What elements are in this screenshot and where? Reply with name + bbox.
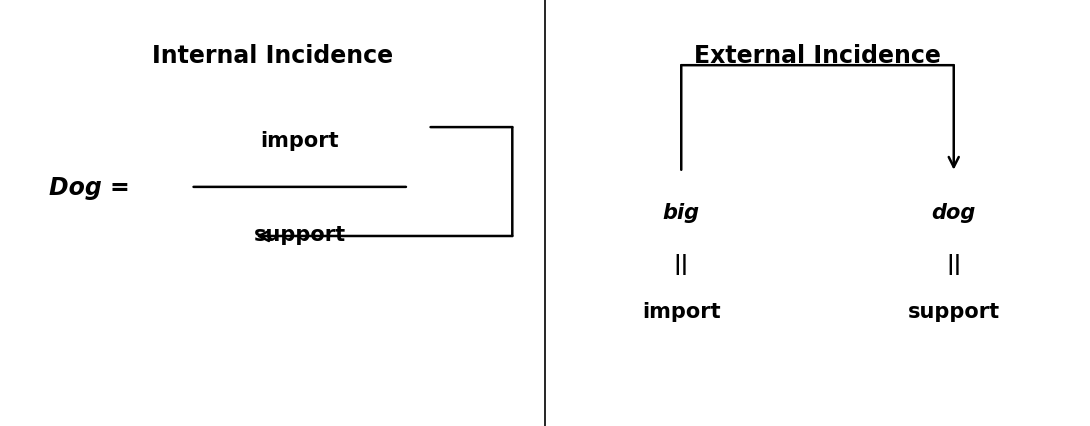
Text: External Incidence: External Incidence xyxy=(694,43,941,67)
Text: import: import xyxy=(642,301,720,321)
Text: dog: dog xyxy=(932,203,976,223)
Text: support: support xyxy=(254,225,346,244)
Text: ||: || xyxy=(674,253,689,275)
Text: big: big xyxy=(663,203,700,223)
Text: support: support xyxy=(908,301,1000,321)
Text: import: import xyxy=(261,131,339,150)
Text: ||: || xyxy=(946,253,961,275)
Text: Internal Incidence: Internal Incidence xyxy=(152,43,393,67)
Text: Dog =: Dog = xyxy=(49,176,130,199)
